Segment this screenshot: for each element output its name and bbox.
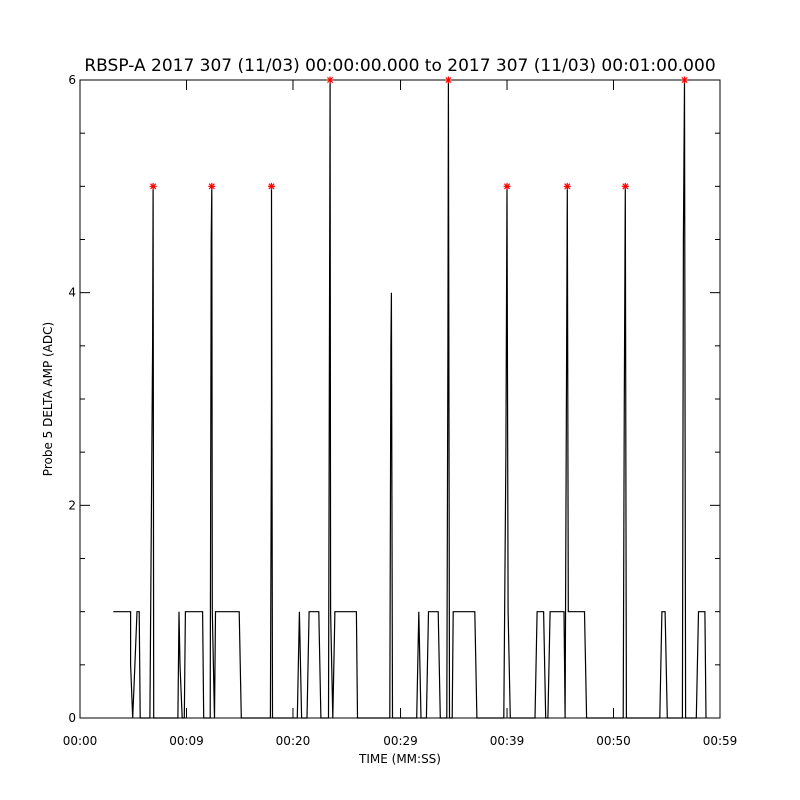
peak-marker [208,182,216,190]
x-tick-label: 00:29 [383,734,418,748]
y-tick-label: 4 [68,286,76,300]
series-layer [113,79,707,719]
marker-layer [149,76,689,190]
y-tick-label: 6 [68,73,76,87]
peak-marker [563,182,571,190]
chart-title: RBSP-A 2017 307 (11/03) 00:00:00.000 to … [84,56,715,76]
x-tick-label: 00:20 [276,734,311,748]
peak-marker [267,182,275,190]
peak-marker [681,76,689,84]
series-line [113,79,707,719]
peak-marker [149,182,157,190]
peak-marker [503,182,511,190]
x-axis: 00:00 00:09 00:20 00:29 00:39 00:50 00:59 [63,80,738,748]
y-tick-label: 0 [68,711,76,725]
x-tick-label: 00:59 [703,734,738,748]
peak-marker [621,182,629,190]
x-tick-label: 00:39 [490,734,525,748]
y-axis: 0 2 4 6 [68,73,720,725]
peak-marker [326,76,334,84]
peak-marker [444,76,452,84]
x-axis-label: TIME (MM:SS) [358,752,441,766]
x-tick-label: 00:09 [169,734,204,748]
x-tick-label: 00:50 [596,734,631,748]
x-tick-label: 00:00 [63,734,98,748]
y-tick-label: 2 [68,498,76,512]
y-axis-label: Probe 5 DELTA AMP (ADC) [41,322,55,476]
